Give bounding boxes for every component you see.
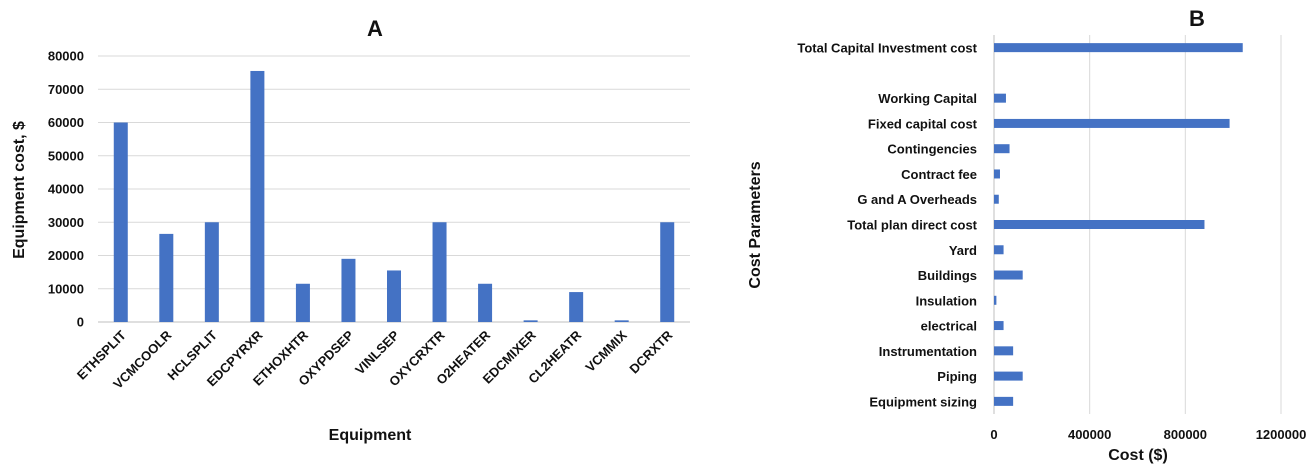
chart-a-x-ticks: ETHSPLITVCMCOOLRHCLSPLITEDCPYRXRETHOXHTR… [74, 327, 676, 392]
chart-b-bar [994, 118, 1230, 128]
chart-b-y-tick-label: Yard [949, 243, 977, 258]
chart-b-bars [994, 43, 1243, 406]
chart-b-y-tick-label: Insulation [916, 293, 977, 308]
chart-b-y-ticks: Equipment sizing Piping Instrumentation ele… [797, 41, 977, 410]
chart-a-x-tick-label: VCMMIX [582, 327, 630, 375]
chart-a-bar [478, 283, 493, 322]
chart-b-x-tick-label: 800000 [1164, 427, 1207, 442]
chart-a-bar [159, 233, 174, 322]
chart-b-x-ticks: 0 400000 800000 1200000 [990, 427, 1306, 442]
chart-b: B Cost ($) Cost Parameters 0 400000 800000… [747, 6, 1306, 464]
chart-a: A Equipment Equipment cost, $ 0 10000 2000… [11, 16, 690, 444]
chart-b-bar [994, 220, 1205, 229]
chart-b-title: B [1189, 6, 1205, 31]
chart-a-bar [432, 222, 447, 322]
chart-a-y-tick-label: 0 [77, 315, 84, 330]
chart-b-bar [994, 371, 1023, 381]
chart-b-y-tick-label: electrical [921, 319, 977, 334]
chart-b-y-tick-label: Instrumentation [879, 344, 977, 359]
chart-a-x-tick-label: DCRXTR [626, 327, 675, 376]
chart-a-bar [387, 270, 401, 322]
chart-a-bar [295, 283, 310, 322]
chart-b-y-tick-label: G and A Overheads [857, 192, 977, 207]
chart-a-y-tick-label: 10000 [48, 281, 84, 296]
chart-a-bar [523, 320, 538, 322]
chart-b-y-axis-label: Cost Parameters [747, 161, 764, 288]
chart-a-y-tick-label: 40000 [48, 182, 84, 197]
chart-b-y-tick-label: Buildings [918, 268, 977, 283]
chart-b-bar [994, 194, 999, 204]
chart-a-bars [113, 70, 675, 323]
chart-a-x-axis-label: Equipment [329, 427, 412, 444]
chart-b-x-tick-label: 400000 [1068, 427, 1111, 442]
chart-a-title: A [367, 16, 383, 41]
chart-b-y-tick-label: Working Capital [878, 91, 977, 106]
chart-b-bar [994, 321, 1004, 331]
chart-b-y-tick-label: Equipment sizing [869, 394, 977, 409]
chart-b-bar [994, 245, 1004, 255]
chart-a-bar [569, 292, 584, 322]
chart-b-y-tick-label: Piping [937, 369, 977, 384]
chart-a-y-tick-label: 20000 [48, 248, 84, 263]
chart-a-bar [341, 258, 356, 322]
chart-a-y-tick-label: 60000 [48, 115, 84, 130]
chart-b-bar [994, 43, 1243, 53]
chart-a-y-tick-label: 70000 [48, 82, 84, 97]
chart-a-bar [113, 122, 128, 322]
chart-b-bar [994, 295, 997, 305]
chart-b-bar [994, 93, 1006, 103]
chart-b-bar [994, 169, 1000, 179]
chart-b-bar [994, 396, 1014, 406]
chart-b-y-tick-label: Total Capital Investment cost [797, 41, 977, 56]
chart-a-y-ticks: 0 10000 20000 30000 40000 50000 60000 70000 8000… [48, 49, 84, 330]
chart-b-y-tick-label: Total plan direct cost [847, 218, 977, 233]
chart-b-bar [994, 144, 1010, 154]
chart-a-bar [660, 222, 675, 322]
chart-b-x-tick-label: 1200000 [1256, 427, 1307, 442]
chart-b-bar [994, 270, 1023, 280]
chart-a-y-tick-label: 50000 [48, 148, 84, 163]
chart-b-y-tick-label: Fixed capital cost [868, 116, 978, 131]
chart-a-y-tick-label: 80000 [48, 49, 84, 64]
chart-a-y-axis-label: Equipment cost, $ [11, 121, 28, 259]
chart-a-y-tick-label: 30000 [48, 215, 84, 230]
chart-a-bar [250, 70, 265, 323]
chart-b-y-tick-label: Contingencies [887, 142, 977, 157]
chart-b-x-axis-label: Cost ($) [1108, 447, 1168, 464]
chart-a-bar [204, 222, 219, 322]
chart-a-gridlines [98, 55, 690, 323]
chart-b-bar [994, 346, 1014, 356]
chart-a-bar [614, 320, 629, 322]
chart-b-x-tick-label: 0 [990, 427, 997, 442]
chart-b-y-tick-label: Contract fee [901, 167, 977, 182]
